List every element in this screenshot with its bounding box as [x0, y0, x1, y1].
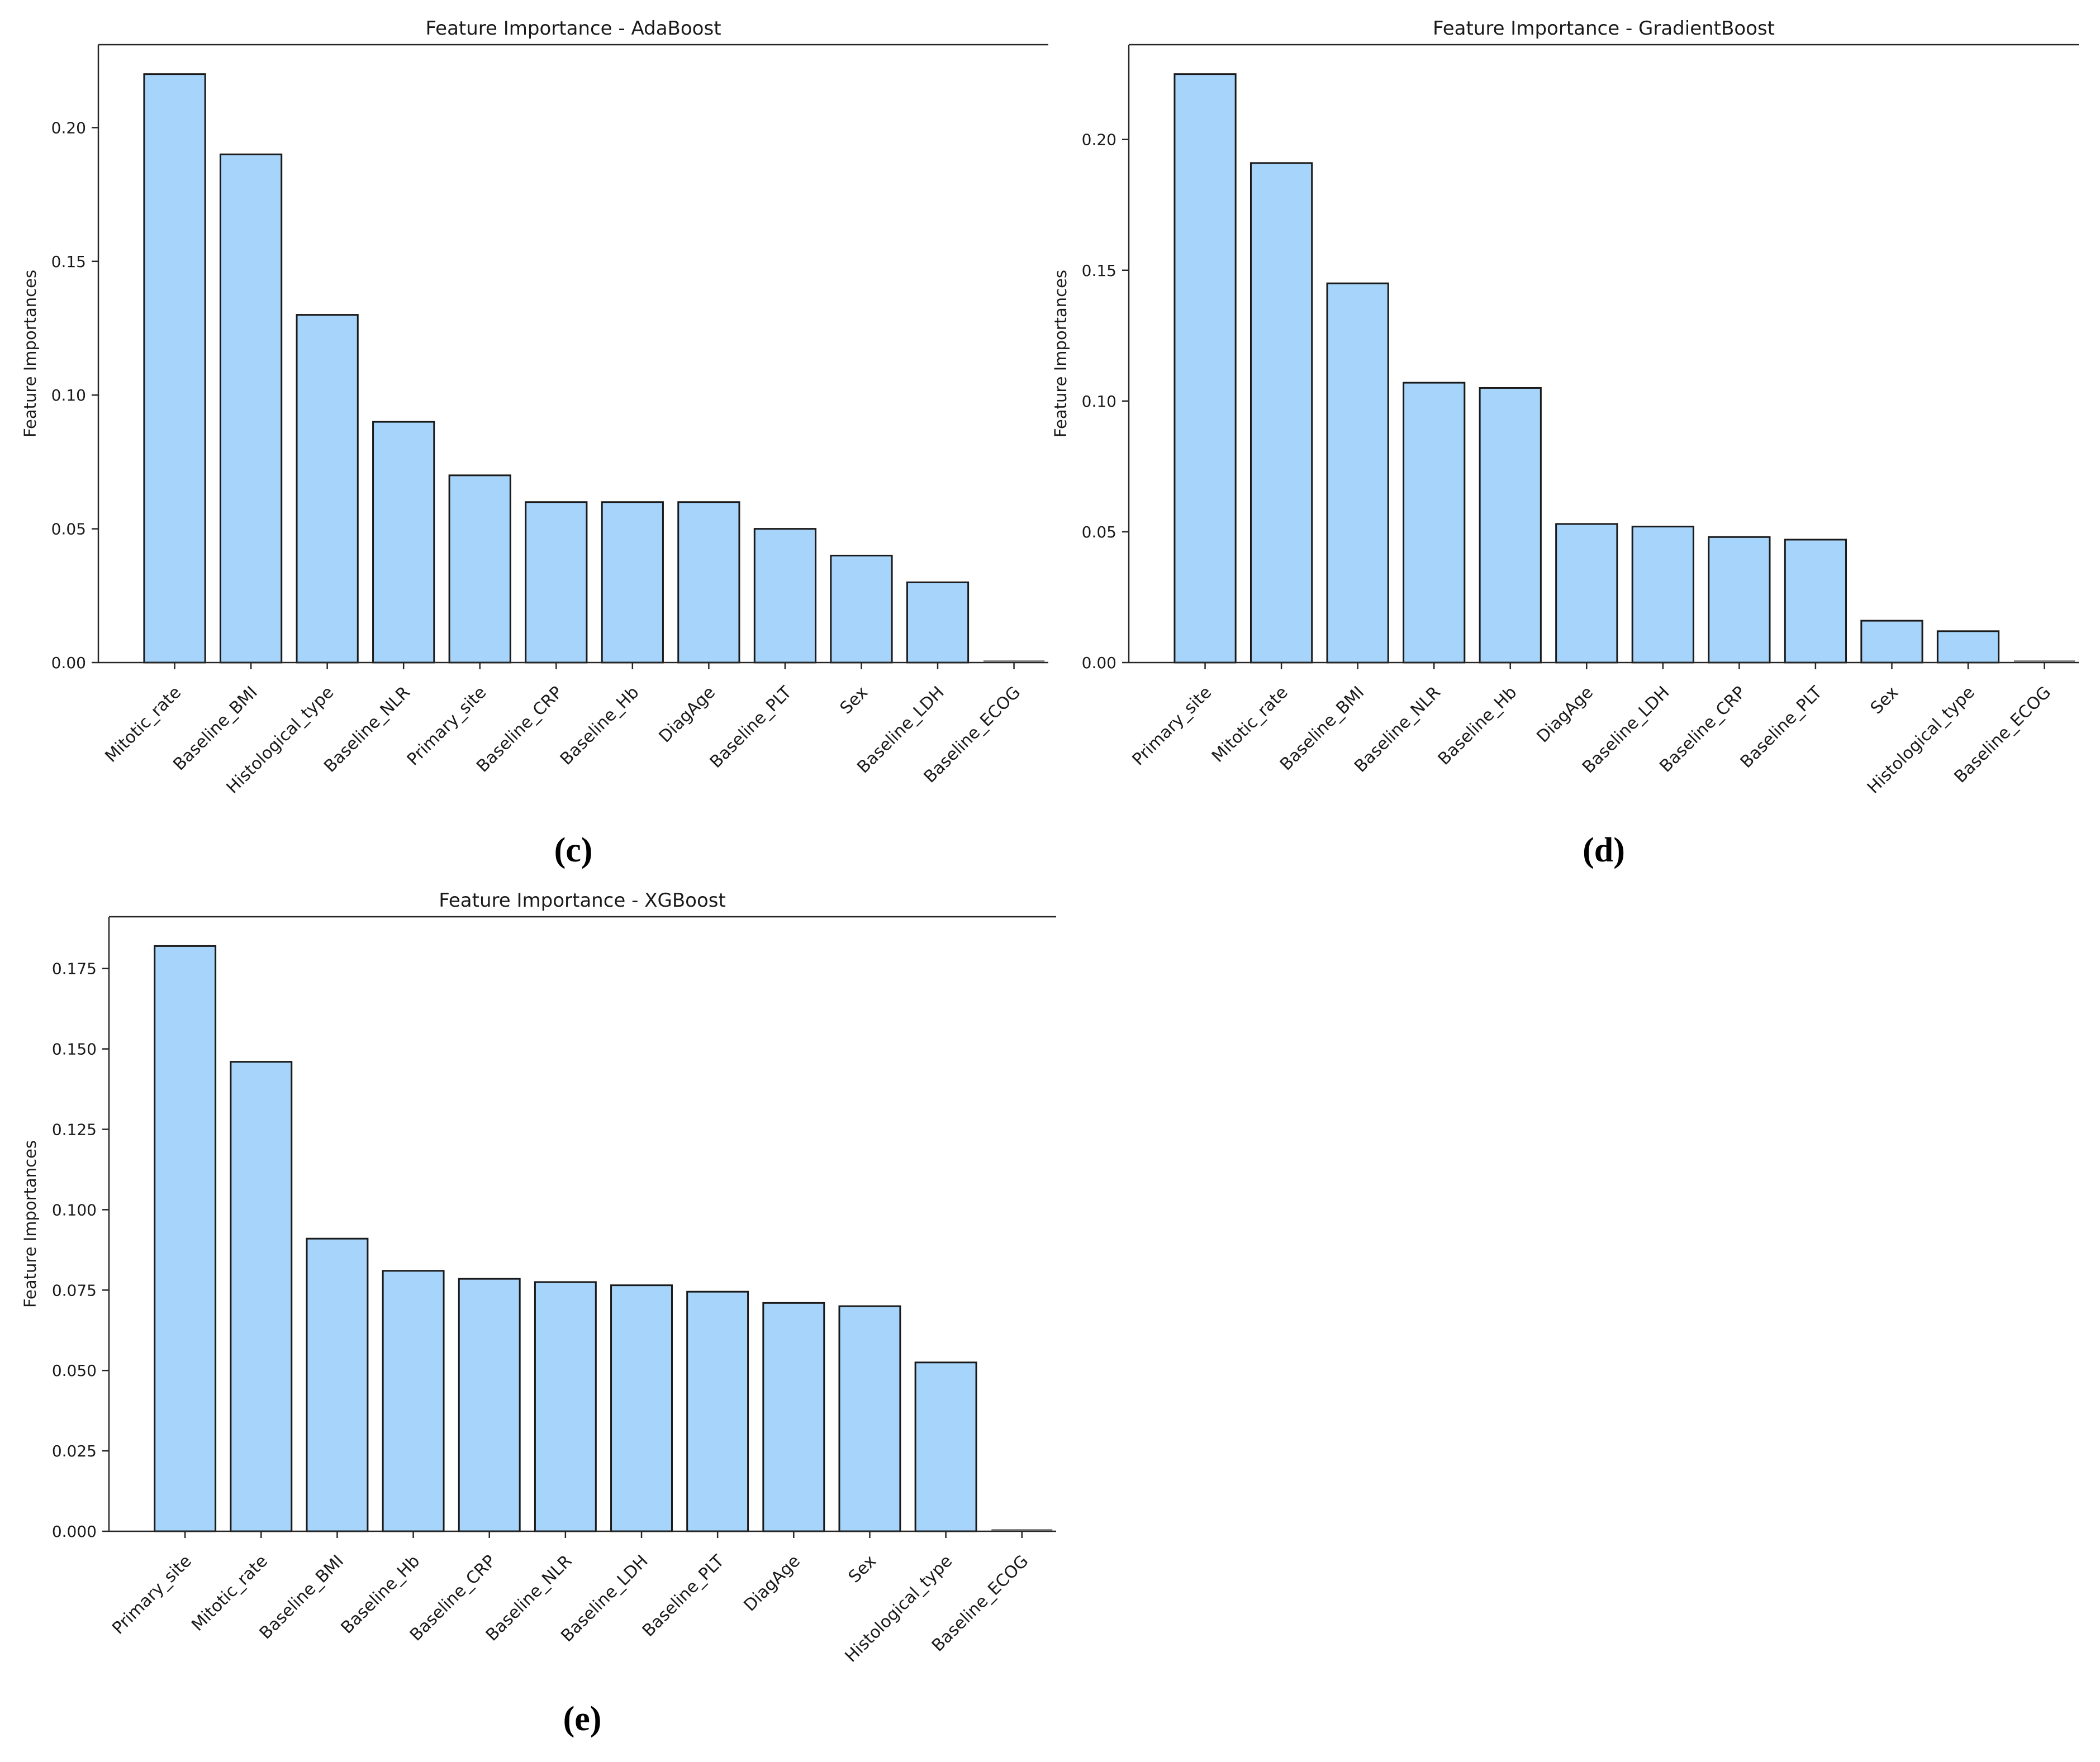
bar-Baseline_PLT — [686, 1290, 749, 1532]
y-tick-label: 0.025 — [52, 1442, 97, 1460]
bar-Baseline_PLT — [1784, 539, 1847, 664]
x-tick-label: Sex — [837, 683, 872, 718]
x-tick-label: Baseline_Hb — [338, 1551, 424, 1638]
chart-xgboost: 0.000 0.025 0.050 0.075 0.100 0.125 0.150 0.175… — [21, 916, 1056, 1666]
y-axis-label: Feature Importances — [21, 270, 40, 437]
chart-caption-c: (c) — [554, 831, 593, 869]
x-tick-label: Primary_site — [108, 1551, 196, 1639]
bar-DiagAge — [1555, 523, 1618, 664]
bar-Histological_type — [914, 1361, 977, 1532]
bar-Baseline_PLT — [753, 528, 817, 664]
y-tick-label: 0.100 — [52, 1201, 97, 1219]
bar-DiagAge — [762, 1302, 825, 1532]
bar-Baseline_BMI — [306, 1237, 369, 1532]
chart-title-adaboost: Feature Importance - AdaBoost — [425, 17, 721, 40]
bar-Baseline_LDH — [610, 1284, 673, 1532]
bar-Baseline_Hb — [1479, 387, 1542, 664]
x-tick-label: Mitotic_rate — [1208, 683, 1292, 766]
y-tick-label: 0.20 — [51, 118, 86, 137]
bar-Baseline_Hb — [382, 1270, 445, 1532]
y-tick-label: 0.150 — [52, 1040, 97, 1059]
x-tick-label: Mitotic_rate — [188, 1551, 272, 1635]
y-tick-label: 0.00 — [1082, 654, 1116, 672]
x-tick-label: DiagAge — [1533, 683, 1597, 746]
bar-Sex — [830, 554, 893, 664]
bar-Baseline_LDH — [1631, 526, 1694, 664]
bar-Baseline_ECOG — [991, 1529, 1053, 1531]
x-tick-label: Baseline_Hb — [1434, 683, 1521, 769]
chart-caption-e: (e) — [563, 1700, 602, 1738]
x-tick-label: Baseline_PLT — [1737, 682, 1826, 772]
y-tick-label: 0.15 — [1082, 261, 1116, 280]
chart-caption-d: (d) — [1583, 831, 1625, 869]
bar-Baseline_NLR — [372, 421, 435, 664]
bar-Baseline_NLR — [1403, 382, 1466, 664]
bar-Baseline_Hb — [601, 501, 664, 664]
bar-Baseline_ECOG — [983, 660, 1045, 663]
bar-Baseline_LDH — [906, 581, 970, 664]
bar-Sex — [838, 1305, 901, 1532]
y-tick-label: 0.125 — [52, 1120, 97, 1139]
y-tick-label: 0.05 — [51, 520, 86, 539]
bar-Baseline_CRP — [1708, 536, 1771, 664]
y-tick-label: 0.15 — [51, 253, 86, 271]
bar-Primary_site — [154, 945, 217, 1532]
x-tick-label: Baseline_Hb — [557, 683, 643, 769]
y-axis-label: Feature Importances — [1051, 270, 1070, 437]
y-tick-label: 0.10 — [51, 386, 86, 404]
x-tick-label: Primary_site — [1129, 683, 1216, 770]
bar-Histological_type — [1936, 630, 2000, 664]
x-tick-label: Baseline_PLT — [639, 1551, 728, 1640]
bar-Mitotic_rate — [230, 1061, 293, 1532]
bar-Primary_site — [448, 474, 511, 664]
bar-Baseline_NLR — [534, 1281, 597, 1532]
bar-Baseline_CRP — [458, 1278, 521, 1532]
y-tick-label: 0.000 — [52, 1522, 97, 1541]
bar-Baseline_ECOG — [2013, 660, 2075, 663]
y-tick-label: 0.175 — [52, 960, 97, 978]
x-tick-label: Primary_site — [403, 683, 491, 770]
y-tick-label: 0.075 — [52, 1281, 97, 1299]
chart-title-xgboost: Feature Importance - XGBoost — [439, 889, 726, 912]
chart-title-gradientboost: Feature Importance - GradientBoost — [1433, 17, 1775, 40]
y-axis-label: Feature Importances — [21, 1140, 40, 1308]
x-tick-label: Sex — [1867, 683, 1902, 718]
bar-DiagAge — [677, 501, 740, 664]
bar-Primary_site — [1173, 73, 1237, 664]
x-tick-label: DiagAge — [740, 1551, 804, 1615]
chart-gradientboost: 0.00 0.05 0.10 0.15 0.20 Primary_siteMitotic_… — [1051, 44, 2079, 798]
bar-Mitotic_rate — [1249, 162, 1313, 664]
y-tick-label: 0.20 — [1082, 131, 1116, 149]
chart-adaboost: 0.00 0.05 0.10 0.15 0.20 Mitotic_rate Baseline… — [21, 44, 1048, 798]
bar-Sex — [1860, 620, 1923, 664]
bar-Baseline_BMI — [219, 153, 283, 664]
y-tick-label: 0.05 — [1082, 523, 1116, 541]
x-tick-label: Baseline_PLT — [706, 682, 796, 772]
bar-Baseline_CRP — [525, 501, 588, 664]
bar-Mitotic_rate — [143, 73, 206, 664]
bar-Histological_type — [296, 314, 359, 664]
bar-Baseline_BMI — [1326, 282, 1389, 664]
x-tick-label: Sex — [845, 1551, 880, 1587]
y-tick-label: 0.050 — [52, 1361, 97, 1380]
y-tick-label: 0.10 — [1082, 392, 1116, 411]
x-tick-label: DiagAge — [655, 683, 719, 746]
y-tick-label: 0.00 — [51, 654, 86, 672]
x-tick-label: Mitotic_rate — [101, 683, 185, 766]
